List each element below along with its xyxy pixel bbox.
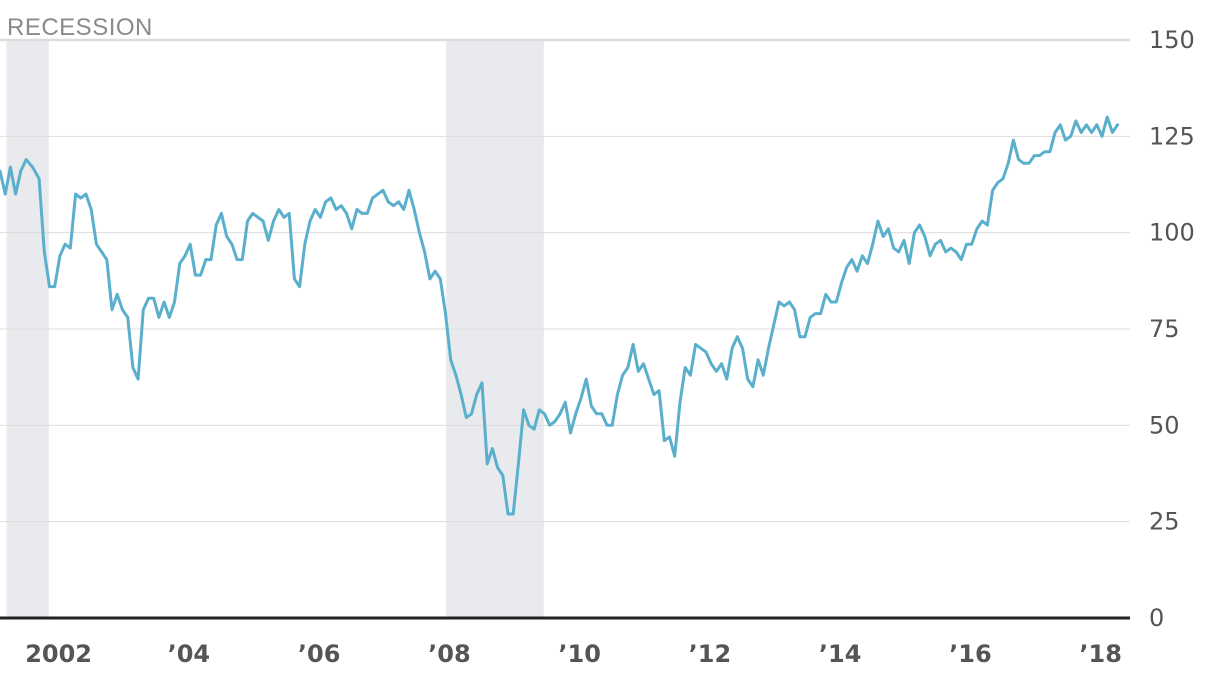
x-tick-label-2008: ’08: [428, 640, 471, 668]
y-tick-label-75: 75: [1149, 315, 1180, 343]
y-tick-label-50: 50: [1149, 411, 1180, 439]
y-tick-label-25: 25: [1149, 508, 1180, 536]
y-tick-label-125: 125: [1149, 122, 1195, 150]
x-tick-label-2016: ’16: [949, 640, 992, 668]
y-tick-label-100: 100: [1149, 219, 1195, 247]
series-line-index: [0, 115, 1120, 516]
y-axis-tick-labels: 0 25 50 75 100 125 150: [1149, 26, 1195, 632]
series-layer: [0, 115, 1120, 516]
x-tick-label-2014: ’14: [819, 640, 862, 668]
x-tick-label-2012: ’12: [689, 640, 732, 668]
x-tick-label-2006: ’06: [298, 640, 341, 668]
x-tick-label-2010: ’10: [558, 640, 601, 668]
recession-label: RECESSION: [7, 14, 153, 41]
x-tick-label-2004: ’04: [168, 640, 211, 668]
y-tick-label-0: 0: [1149, 604, 1164, 632]
x-axis-tick-labels: 2002 ’04 ’06 ’08 ’10 ’12 ’14 ’16 ’18: [25, 640, 1122, 668]
y-tick-label-150: 150: [1149, 26, 1195, 54]
x-tick-label-2002: 2002: [25, 640, 92, 668]
gridlines: [0, 38, 1130, 523]
x-tick-label-2018: ’18: [1079, 640, 1122, 668]
